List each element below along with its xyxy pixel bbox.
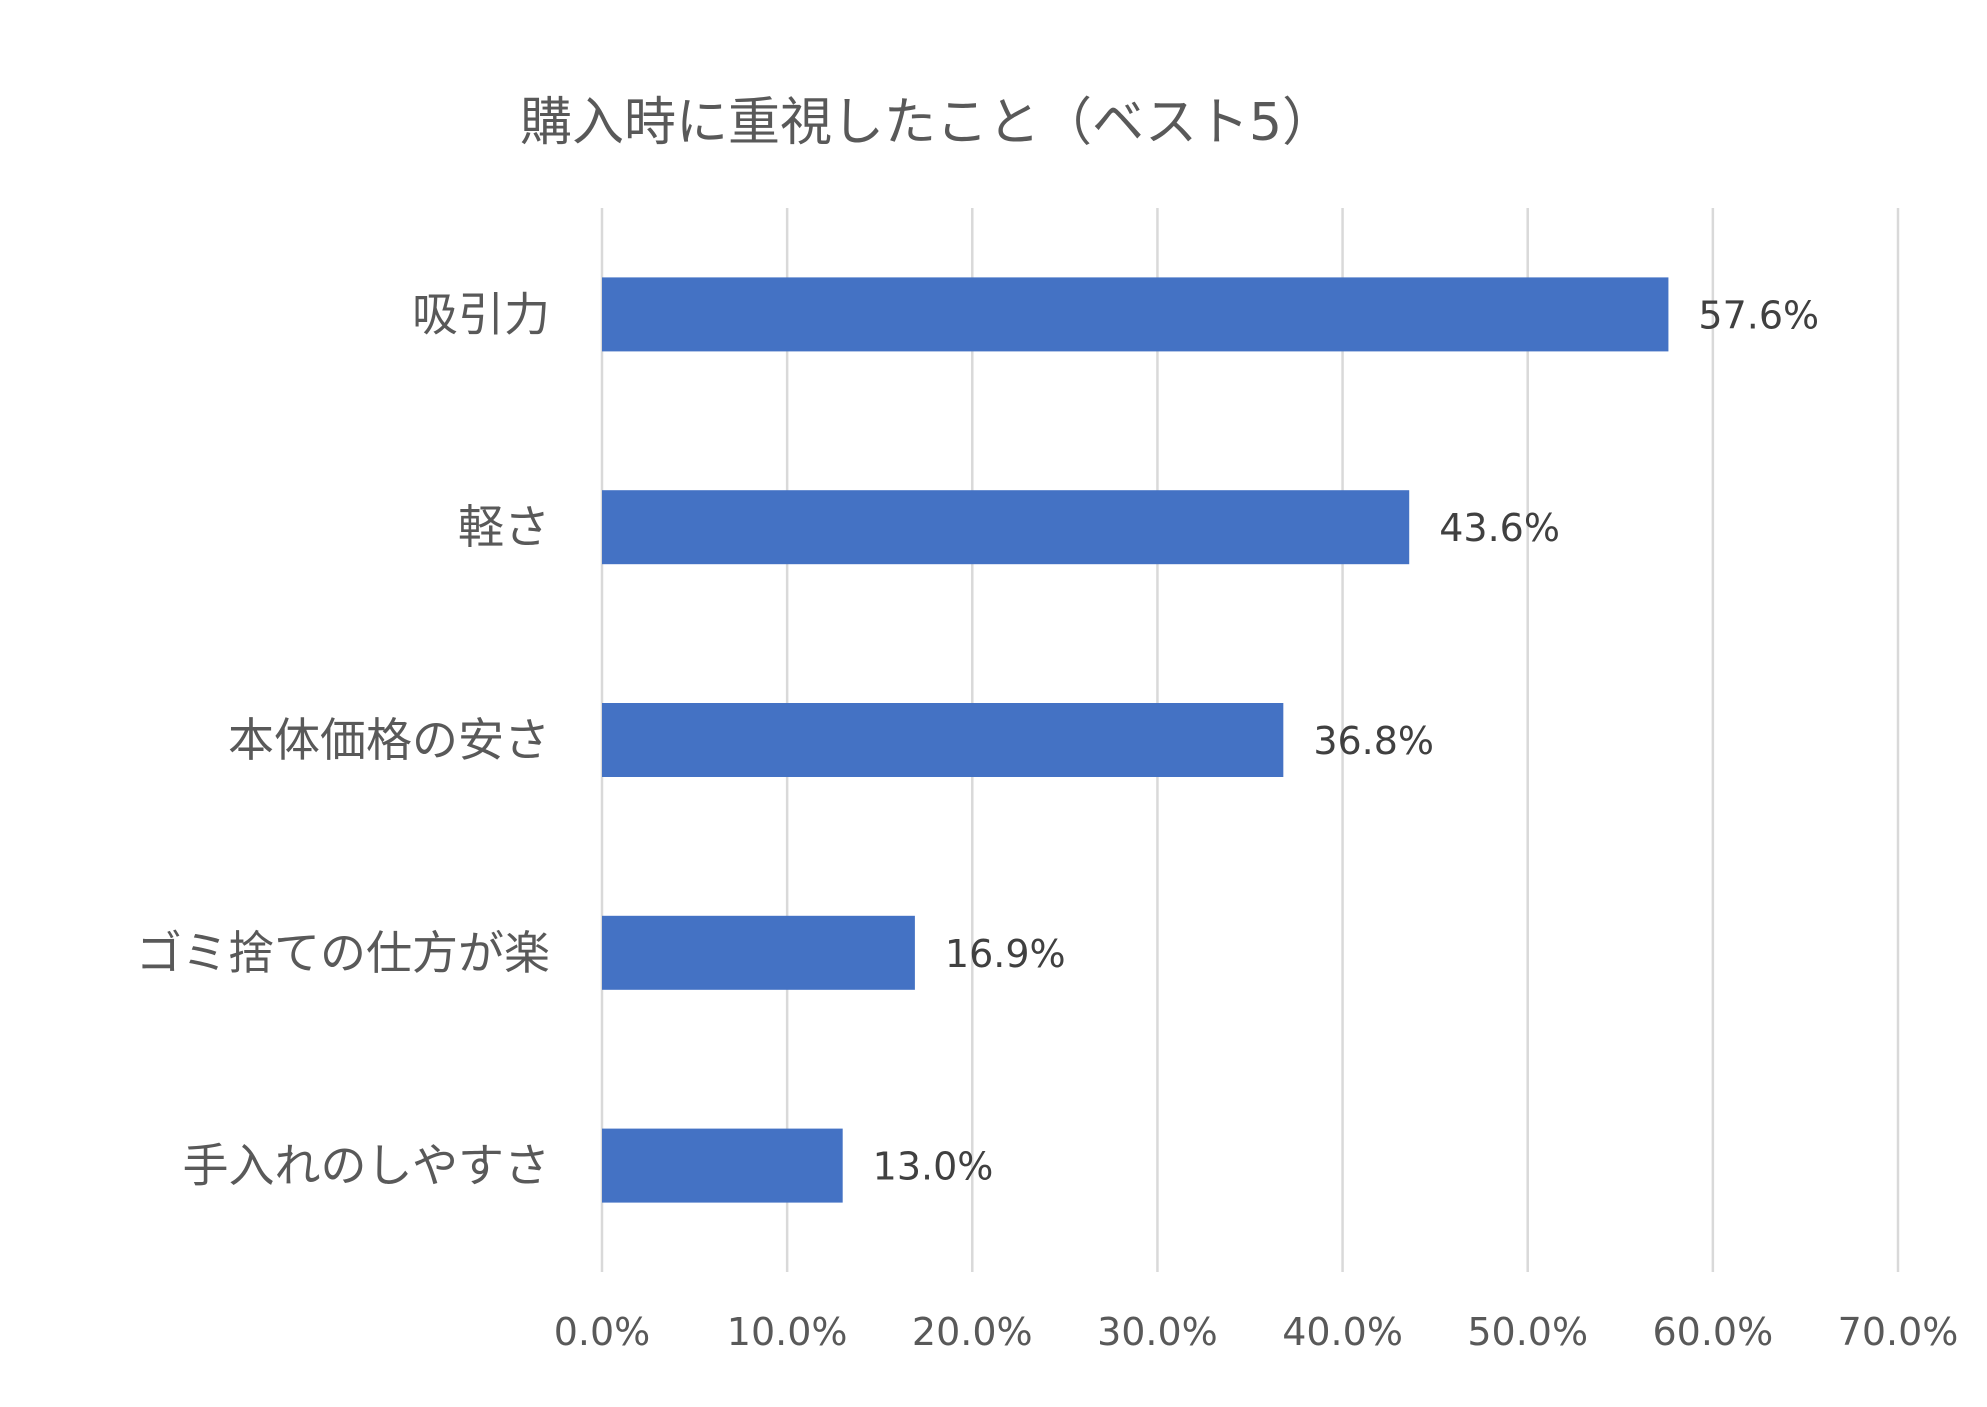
data-label: 57.6% (1698, 293, 1819, 337)
data-label: 36.8% (1313, 719, 1434, 763)
data-label: 13.0% (873, 1145, 994, 1189)
x-tick-label: 30.0% (1097, 1310, 1218, 1354)
bar (602, 277, 1669, 352)
category-label: 手入れのしやすさ (182, 1139, 550, 1193)
x-tick-label: 10.0% (727, 1310, 848, 1354)
bar (602, 703, 1284, 777)
x-tick-label: 50.0% (1467, 1310, 1588, 1354)
bar (602, 490, 1410, 565)
x-tick-label: 60.0% (1652, 1310, 1773, 1354)
data-label: 16.9% (945, 932, 1066, 976)
x-tick-label: 40.0% (1282, 1310, 1403, 1354)
x-axis-tick-labels: 0.0% 10.0% 20.0% 30.0% 40.0% 50.0% 60.0% 70.0% (554, 1310, 1959, 1354)
data-labels: 57.6% 43.6% 36.8% 16.9% 13.0% (873, 293, 1819, 1188)
x-tick-label: 0.0% (554, 1310, 651, 1354)
bar (602, 1128, 843, 1203)
category-label: ゴミ捨ての仕方が楽 (136, 926, 550, 980)
bar (602, 915, 915, 990)
category-label: 本体価格の安さ (228, 713, 550, 767)
chart-title: 購入時に重視したこと（ベスト5） (520, 93, 1334, 153)
data-label: 43.6% (1439, 506, 1560, 550)
bars (602, 277, 1669, 1203)
x-tick-label: 20.0% (912, 1310, 1033, 1354)
x-tick-label: 70.0% (1838, 1310, 1959, 1354)
category-label: 吸引力 (412, 287, 550, 341)
category-label: 軽さ (458, 500, 550, 554)
